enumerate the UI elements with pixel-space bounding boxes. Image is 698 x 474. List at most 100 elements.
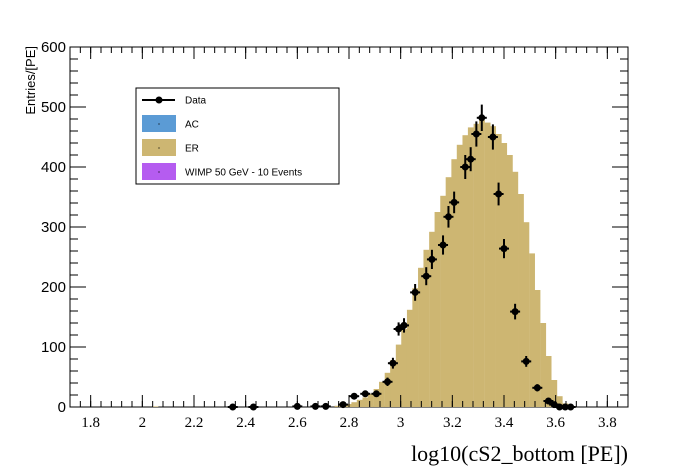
x-tick-label: 3.4 (495, 415, 514, 431)
y-tick-label: 500 (41, 99, 66, 116)
er-bar (501, 143, 508, 407)
x-tick-label: 3.2 (443, 415, 462, 431)
er-bar (484, 122, 491, 407)
er-bar (540, 323, 547, 407)
data-point (361, 390, 369, 398)
data-points (227, 104, 576, 411)
y-tick-label: 300 (41, 219, 66, 236)
er-bar (418, 267, 424, 407)
er-histogram (152, 120, 574, 408)
data-point (472, 130, 480, 138)
data-point (229, 403, 237, 411)
er-bar (412, 288, 419, 407)
legend-entry-label: Data (185, 96, 207, 107)
y-tick-label: 200 (41, 279, 66, 296)
er-bar (362, 397, 369, 407)
x-tick-label: 1.8 (81, 415, 100, 431)
data-point (311, 402, 319, 410)
er-bar (379, 381, 385, 407)
data-point (339, 401, 347, 409)
er-bar (373, 389, 380, 407)
x-tick-label: 3.8 (598, 415, 617, 431)
data-point (322, 402, 330, 410)
er-bar (506, 155, 513, 407)
data-point (489, 133, 497, 141)
er-bar (545, 356, 552, 407)
data-point (450, 198, 458, 206)
er-bar (479, 120, 485, 407)
x-axis-title: log10(cS2_bottom [PE]) (411, 441, 628, 466)
legend-entry-label: WIMP 50 GeV - 10 Events (185, 168, 302, 179)
data-point (567, 403, 575, 411)
data-point (444, 213, 452, 221)
er-bar (401, 329, 408, 407)
er-bar (473, 123, 480, 408)
er-bar (423, 249, 430, 407)
data-point (467, 155, 475, 163)
y-axis-title: Entries/[PE] (23, 46, 38, 115)
data-point (478, 114, 486, 122)
y-tick-label: 400 (41, 159, 66, 176)
x-tick-label: 3 (397, 415, 405, 431)
legend-swatch-dot (158, 171, 160, 173)
er-bar (523, 222, 530, 407)
er-bar (390, 360, 396, 407)
data-point (400, 321, 408, 329)
er-bar (462, 135, 469, 407)
data-point (293, 402, 301, 410)
er-bar (367, 393, 374, 407)
data-point (522, 357, 530, 365)
data-point (561, 403, 569, 411)
x-tick-label: 2.8 (340, 415, 359, 431)
data-point (533, 384, 541, 392)
er-bar (467, 127, 474, 408)
y-tick-label: 100 (41, 339, 66, 356)
x-tick-labels: 1.8 2 2.2 2.4 2.6 2.8 3 3.2 3.4 3.6 3.8 (81, 415, 616, 431)
data-point (439, 241, 447, 249)
er-bar (152, 406, 159, 407)
er-bar (556, 396, 563, 407)
data-point (500, 245, 508, 253)
er-bar (518, 194, 524, 407)
er-bar (512, 171, 519, 407)
legend-swatch-dot (158, 147, 160, 149)
x-tick-label: 2.4 (236, 415, 255, 431)
er-bar (395, 344, 402, 407)
data-point (395, 325, 403, 333)
data-point (461, 163, 469, 171)
er-bar (451, 159, 458, 407)
er-bar (384, 372, 391, 407)
x-tick-label: 2.2 (185, 415, 204, 431)
y-tick-label: 600 (41, 39, 66, 56)
x-tick-label: 2.6 (288, 415, 307, 431)
data-point (556, 403, 564, 411)
legend-swatch-dot (158, 123, 160, 125)
data-point (428, 255, 436, 263)
er-bar (534, 290, 541, 407)
x-tick-label: 2 (139, 415, 147, 431)
data-point (495, 190, 503, 198)
y-tick-label: 0 (58, 399, 66, 416)
legend-data-marker (155, 96, 163, 104)
er-bar (351, 402, 358, 407)
legend-entry-label: ER (185, 144, 199, 155)
legend: Data AC ER WIMP 50 GeV - 10 Events (135, 87, 340, 185)
data-point (350, 392, 358, 400)
er-bar (551, 380, 558, 407)
er-bar (456, 144, 463, 408)
er-bar (334, 405, 341, 407)
er-bar (490, 126, 496, 407)
x-tick-label: 3.6 (546, 415, 565, 431)
y-tick-labels: 0 100 200 300 400 500 600 (41, 39, 66, 416)
data-point (422, 272, 430, 280)
data-point (411, 288, 419, 296)
data-point (383, 378, 391, 386)
data-point (511, 308, 519, 316)
data-point (544, 397, 552, 405)
data-point (372, 390, 380, 398)
axes (69, 46, 629, 408)
legend-entry-label: AC (185, 120, 199, 131)
er-bar (445, 177, 452, 407)
data-point (249, 403, 257, 411)
